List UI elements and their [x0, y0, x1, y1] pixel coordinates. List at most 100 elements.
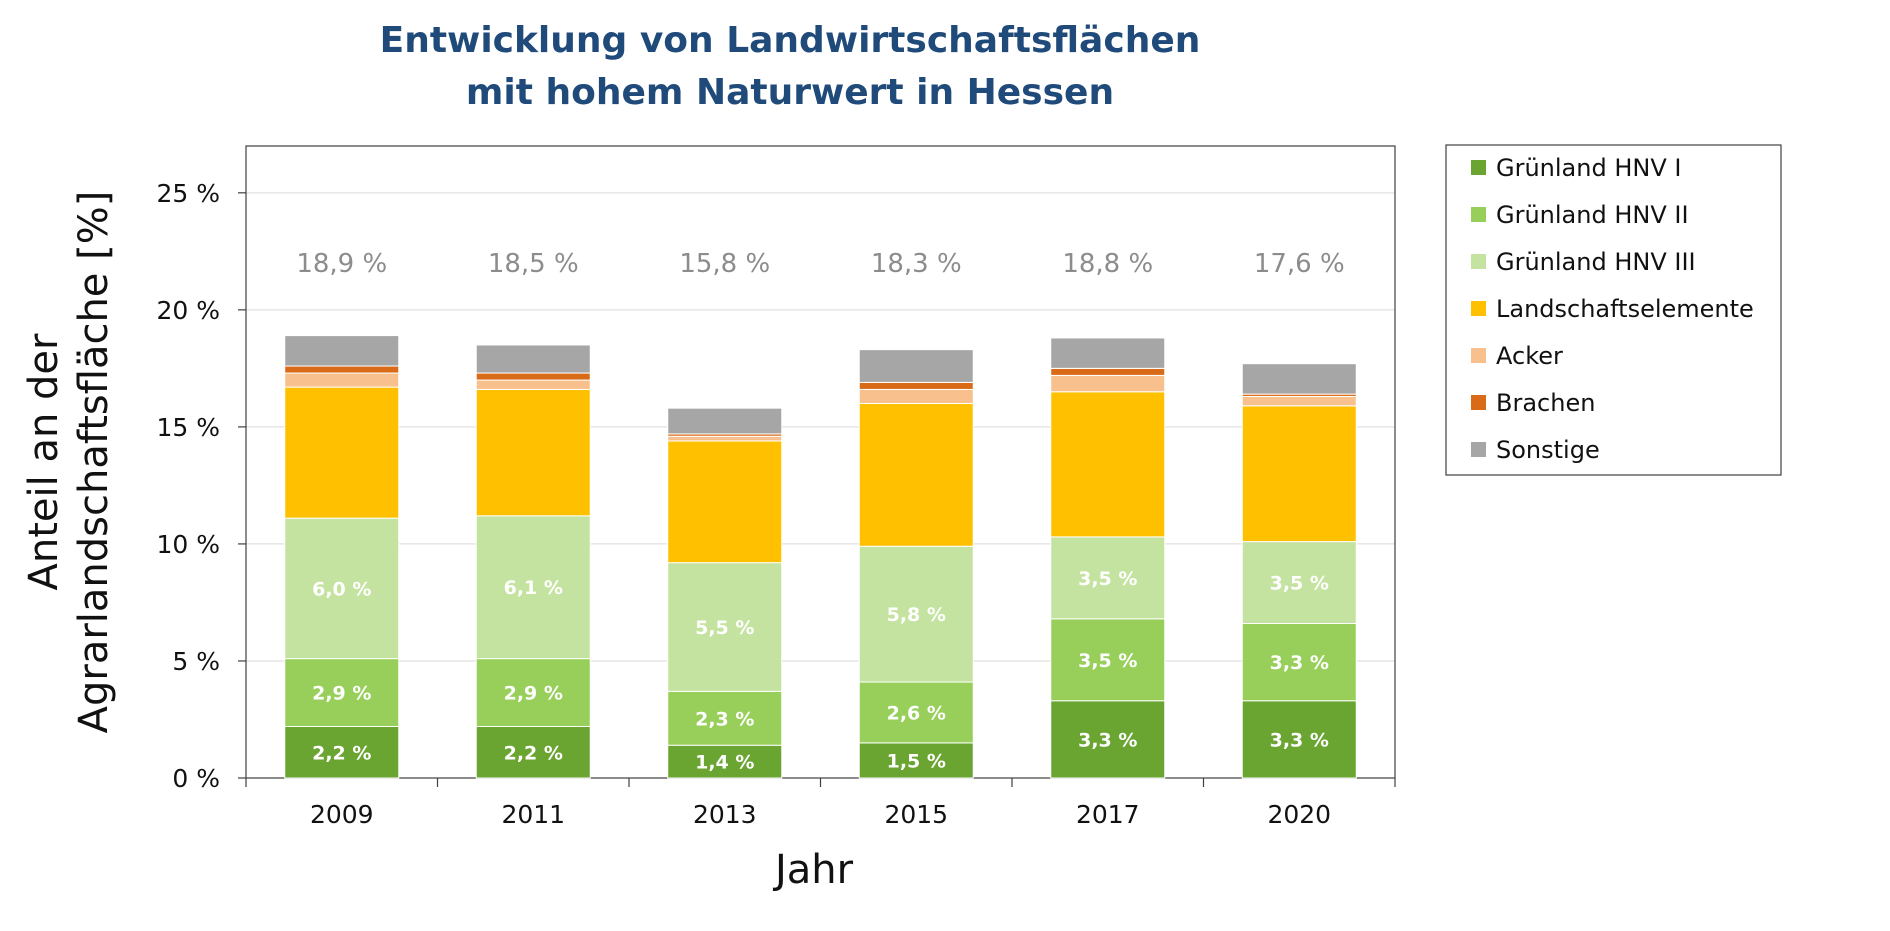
bar-segment: [284, 335, 400, 367]
bar-segment: [475, 372, 591, 381]
segment-value-label: 3,3 %: [1270, 652, 1329, 674]
bar-segment: [858, 402, 974, 547]
y-tick-label: 15 %: [156, 413, 220, 442]
total-value-label: 18,5 %: [488, 249, 579, 279]
segment-value-label: 3,3 %: [1078, 729, 1137, 751]
legend-label: Brachen: [1496, 389, 1595, 417]
total-value-label: 18,8 %: [1062, 249, 1153, 279]
bar-segment: [1241, 623, 1357, 702]
bar-segment: [667, 690, 783, 746]
x-tick-label: 2017: [1076, 800, 1140, 829]
segment-value-label: 3,5 %: [1270, 573, 1329, 595]
segment-value-label: 2,9 %: [504, 683, 563, 705]
segment-value-label: 2,3 %: [695, 708, 754, 730]
y-axis: 0 % 5 % 10 % 15 % 20 % 25 %: [156, 179, 246, 793]
x-tick-label: 2020: [1267, 800, 1331, 829]
data-labels: 2,2 % 2,9 % 6,0 % 2,2 % 2,9 % 6,1 % 1,4 % 2,3 %…: [312, 568, 1329, 774]
segment-value-label: 3,5 %: [1078, 650, 1137, 672]
bar-segment: [475, 726, 591, 779]
bar-segment: [475, 515, 591, 660]
bar-segment: [858, 381, 974, 390]
legend-swatch: [1471, 254, 1486, 269]
y-axis-title-line-1: Anteil an der: [21, 333, 67, 591]
segment-value-label: 6,1 %: [504, 577, 563, 599]
bar-segment: [1050, 700, 1166, 779]
x-tick-label: 2009: [310, 800, 374, 829]
y-axis-title-line-2: Agrarlandschaftsfläche [%]: [71, 191, 117, 734]
segment-value-label: 5,5 %: [695, 617, 754, 639]
bar-segment: [475, 388, 591, 517]
bar-segment: [858, 742, 974, 779]
bar-segment: [667, 440, 783, 564]
legend-swatch: [1471, 160, 1486, 175]
plot-area-border: [245, 145, 1396, 779]
segment-value-label: 2,2 %: [312, 742, 371, 764]
y-tick-label: 0 %: [172, 764, 220, 793]
bar-segment: [667, 744, 783, 779]
total-value-label: 17,6 %: [1254, 249, 1345, 279]
legend-label: Landschaftselemente: [1496, 295, 1754, 323]
bar-segment: [1241, 541, 1357, 625]
chart-title-line-1: Entwicklung von Landwirtschaftsflächen: [380, 20, 1201, 61]
legend-label: Grünland HNV III: [1496, 248, 1696, 276]
bar-segment: [1241, 395, 1357, 407]
bar-segment: [667, 407, 783, 435]
legend-box: [1445, 144, 1782, 476]
bar-segment: [475, 344, 591, 374]
bar-segment: [667, 435, 783, 442]
chart-title-line-2: mit hohem Naturwert in Hessen: [466, 72, 1114, 113]
legend: Grünland HNV I Grünland HNV II Grünland HN…: [1471, 154, 1754, 464]
legend-label: Grünland HNV I: [1496, 154, 1681, 182]
y-axis-title: Anteil an der Agrarlandschaftsfläche [%]: [21, 191, 117, 734]
x-axis-title: Jahr: [772, 847, 854, 893]
segment-value-label: 5,8 %: [887, 604, 946, 626]
legend-swatch: [1471, 207, 1486, 222]
bars: [284, 335, 1357, 779]
legend-swatch: [1471, 348, 1486, 363]
x-tick-label: 2013: [693, 800, 757, 829]
bar-segment: [1241, 363, 1357, 395]
y-tick-label: 5 %: [172, 647, 220, 676]
y-tick-label: 25 %: [156, 179, 220, 208]
segment-value-label: 3,5 %: [1078, 568, 1137, 590]
segment-value-label: 2,6 %: [887, 702, 946, 724]
total-value-label: 15,8 %: [679, 249, 770, 279]
bar-segment: [1050, 391, 1166, 538]
legend-swatch: [1471, 395, 1486, 410]
segment-value-label: 2,2 %: [504, 742, 563, 764]
segment-value-label: 1,4 %: [695, 752, 754, 774]
bar-segment: [1050, 367, 1166, 376]
bar-segment: [1050, 374, 1166, 393]
total-value-label: 18,9 %: [296, 249, 387, 279]
bar-segment: [1050, 337, 1166, 369]
segment-value-label: 1,5 %: [887, 750, 946, 772]
segment-value-label: 2,9 %: [312, 683, 371, 705]
x-tick-label: 2015: [884, 800, 948, 829]
total-labels: 18,9 % 18,5 % 15,8 % 18,3 % 18,8 % 17,6 %: [296, 249, 1344, 279]
bar-segment: [284, 372, 400, 388]
y-tick-label: 20 %: [156, 296, 220, 325]
gridlines: [246, 192, 1395, 662]
legend-swatch: [1471, 442, 1486, 457]
bar-segment: [858, 681, 974, 744]
bar-segment: [667, 562, 783, 692]
total-value-label: 18,3 %: [871, 249, 962, 279]
bar-segment: [1050, 618, 1166, 702]
legend-label: Sonstige: [1496, 436, 1600, 464]
bar-segment: [1050, 536, 1166, 620]
bar-segment: [284, 365, 400, 374]
x-axis: 2009 2011 2013 2015 2017 2020: [245, 778, 1396, 829]
bar-segment: [1241, 405, 1357, 543]
bar-segment: [858, 388, 974, 404]
bar-segment: [475, 658, 591, 728]
bar-segment: [475, 379, 591, 390]
bar-segment: [284, 386, 400, 519]
legend-label: Acker: [1496, 342, 1563, 370]
bar-segment: [1241, 700, 1357, 779]
legend-swatch: [1471, 301, 1486, 316]
legend-label: Grünland HNV II: [1496, 201, 1689, 229]
segment-value-label: 3,3 %: [1270, 729, 1329, 751]
y-tick-label: 10 %: [156, 530, 220, 559]
x-tick-label: 2011: [501, 800, 565, 829]
